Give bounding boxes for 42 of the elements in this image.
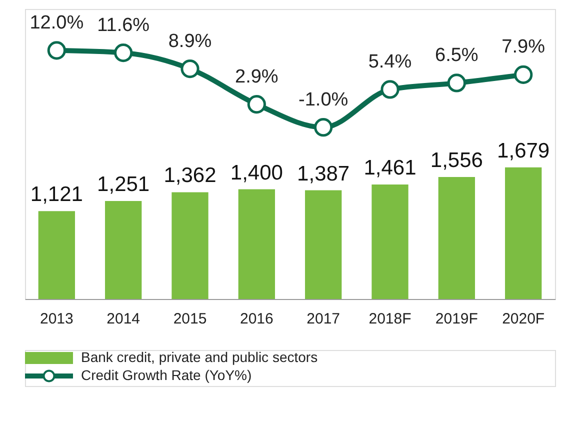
data-label: 8.9% bbox=[168, 30, 212, 52]
bar bbox=[438, 177, 475, 299]
data-label: -1.0% bbox=[298, 89, 348, 110]
data-label: 1,121 bbox=[30, 183, 83, 206]
data-label: 1,362 bbox=[164, 164, 216, 188]
legend-label: Credit Growth Rate (YoY%) bbox=[81, 367, 252, 383]
data-label: 1,461 bbox=[364, 156, 416, 180]
point bbox=[514, 65, 533, 84]
point bbox=[447, 74, 466, 92]
point bbox=[380, 80, 400, 99]
data-label: 1,251 bbox=[97, 172, 150, 196]
data-label: 2.9% bbox=[235, 66, 278, 88]
bar bbox=[105, 200, 142, 299]
x-tick-label: 2019F bbox=[435, 310, 478, 328]
bar bbox=[172, 192, 208, 299]
point bbox=[114, 44, 133, 62]
data-label: 1,556 bbox=[430, 149, 483, 172]
bar bbox=[505, 167, 542, 299]
x-tick-label: 2017 bbox=[306, 310, 340, 328]
point bbox=[247, 94, 266, 114]
x-tick-label: 2013 bbox=[40, 310, 74, 328]
bar bbox=[305, 190, 342, 299]
x-tick-label: 2018F bbox=[368, 310, 412, 328]
data-label: 1,387 bbox=[297, 162, 350, 186]
bar bbox=[372, 184, 408, 299]
bar bbox=[238, 189, 275, 299]
data-label: 6.5% bbox=[435, 44, 478, 66]
x-tick-label: 2016 bbox=[240, 310, 274, 328]
x-tick-label: 2020F bbox=[502, 310, 545, 328]
data-label: 1,679 bbox=[497, 139, 550, 162]
data-label: 7.9% bbox=[502, 36, 546, 58]
data-label: 11.6% bbox=[97, 14, 150, 36]
point bbox=[180, 59, 200, 78]
legend-label: Bank credit, private and public sectors bbox=[81, 349, 318, 365]
data-label: 12.0% bbox=[30, 12, 84, 34]
data-label: 1,400 bbox=[230, 161, 283, 184]
point bbox=[47, 41, 66, 60]
x-tick-label: 2015 bbox=[173, 310, 207, 328]
point bbox=[314, 118, 333, 137]
data-label: 5.4% bbox=[368, 51, 412, 72]
bar bbox=[38, 211, 75, 299]
x-tick-label: 2014 bbox=[106, 310, 140, 328]
